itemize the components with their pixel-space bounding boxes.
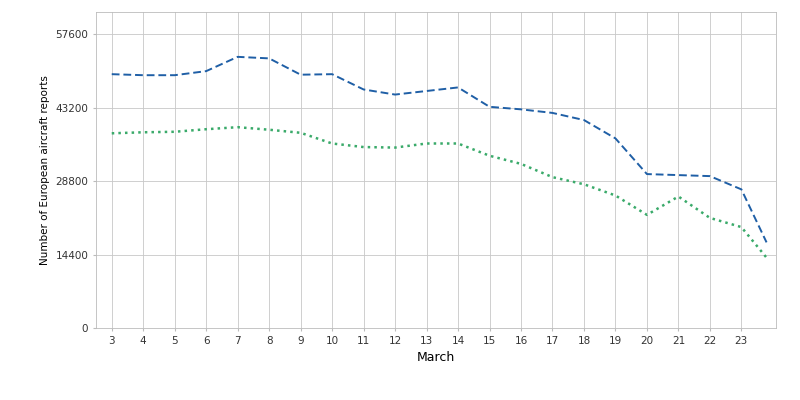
Line: Used reports: Used reports (112, 127, 766, 258)
All reports (516, 107, 526, 112)
Used reports (737, 225, 746, 230)
All reports (422, 89, 431, 94)
Used reports (296, 130, 306, 135)
Used reports (485, 153, 494, 158)
All reports (548, 110, 558, 115)
Used reports (610, 193, 620, 198)
All reports (233, 54, 242, 59)
All reports (674, 173, 683, 178)
Used reports (548, 175, 558, 180)
Used reports (762, 255, 771, 260)
Used reports (233, 125, 242, 130)
All reports (327, 72, 337, 76)
Used reports (264, 127, 274, 132)
Used reports (358, 145, 368, 150)
Used reports (202, 127, 211, 132)
Used reports (107, 131, 117, 136)
All reports (358, 87, 368, 92)
Used reports (642, 212, 652, 217)
Legend: All reports, Used reports: All reports, Used reports (306, 398, 566, 400)
Used reports (516, 162, 526, 166)
All reports (705, 174, 714, 178)
Used reports (422, 141, 431, 146)
All reports (202, 69, 211, 74)
Used reports (579, 182, 589, 187)
All reports (642, 172, 652, 176)
All reports (296, 72, 306, 77)
All reports (610, 136, 620, 141)
Used reports (327, 141, 337, 146)
All reports (762, 240, 771, 245)
All reports (107, 72, 117, 76)
Line: All reports: All reports (112, 57, 766, 242)
All reports (485, 104, 494, 109)
Used reports (705, 216, 714, 220)
X-axis label: March: March (417, 351, 455, 364)
All reports (579, 118, 589, 122)
All reports (264, 56, 274, 61)
Used reports (138, 130, 148, 135)
All reports (170, 73, 179, 78)
All reports (454, 85, 463, 90)
All reports (737, 187, 746, 192)
Y-axis label: Number of European aircraft reports: Number of European aircraft reports (40, 75, 50, 265)
Used reports (454, 141, 463, 146)
All reports (390, 92, 400, 97)
Used reports (170, 129, 179, 134)
All reports (138, 73, 148, 78)
Used reports (390, 145, 400, 150)
Used reports (674, 194, 683, 199)
